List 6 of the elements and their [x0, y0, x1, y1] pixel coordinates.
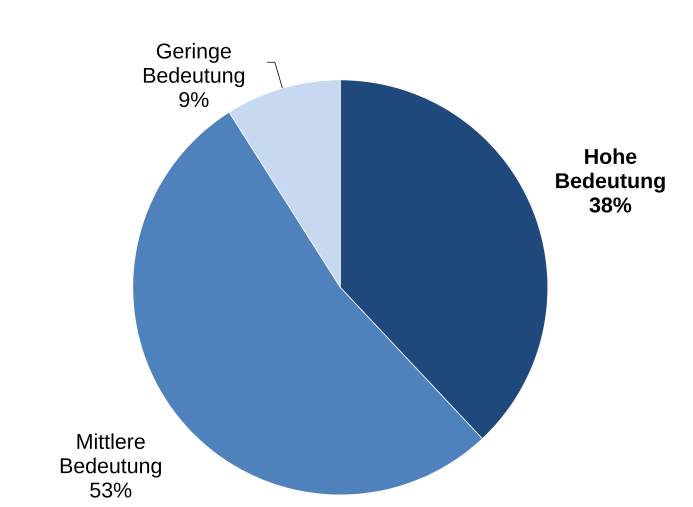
data-label: 53%	[90, 482, 132, 498]
slice-label: Hohe Bedeutung	[556, 148, 665, 193]
data-label: 9%	[179, 92, 208, 108]
data-label: 38%	[590, 198, 632, 213]
slice-label: Geringe Bedeutung	[144, 43, 244, 88]
slice-label: Mittlere Bedeutung	[60, 434, 161, 478]
